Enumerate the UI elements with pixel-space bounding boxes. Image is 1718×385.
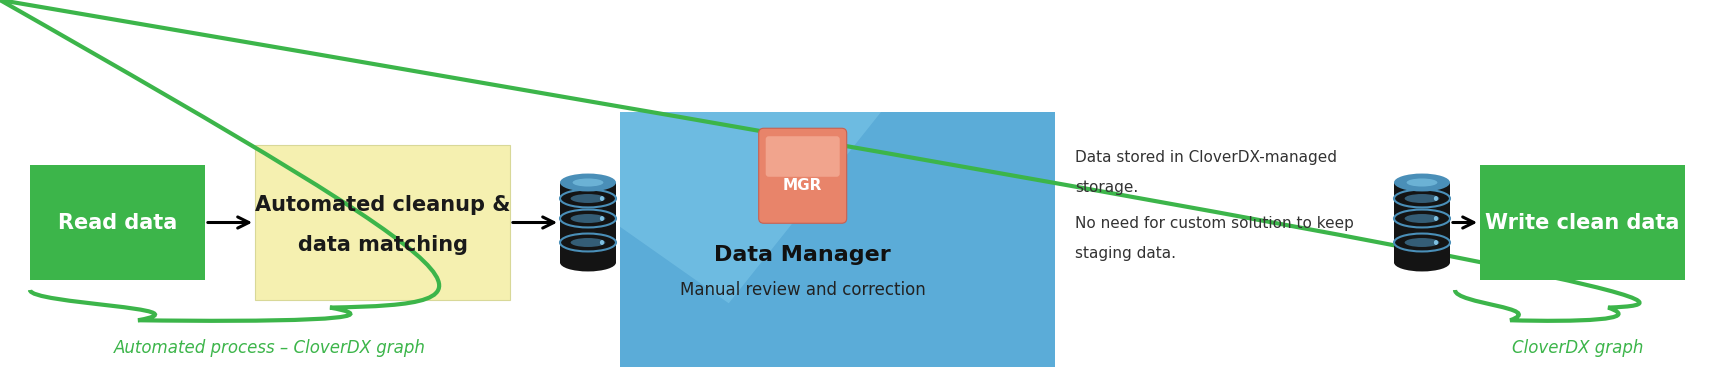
- Ellipse shape: [1435, 216, 1438, 221]
- Ellipse shape: [560, 254, 617, 271]
- Ellipse shape: [1405, 238, 1440, 247]
- Text: staging data.: staging data.: [1075, 246, 1177, 261]
- Ellipse shape: [600, 196, 605, 201]
- FancyBboxPatch shape: [29, 165, 204, 280]
- Ellipse shape: [570, 214, 605, 223]
- Text: MGR: MGR: [783, 178, 823, 193]
- Ellipse shape: [1393, 174, 1450, 191]
- Text: data matching: data matching: [297, 234, 467, 254]
- Text: Manual review and correction: Manual review and correction: [680, 281, 926, 299]
- Text: Write clean data: Write clean data: [1486, 213, 1680, 233]
- Bar: [560, 182, 617, 263]
- Text: storage.: storage.: [1075, 180, 1139, 195]
- FancyBboxPatch shape: [1479, 165, 1685, 280]
- Ellipse shape: [600, 216, 605, 221]
- Ellipse shape: [570, 238, 605, 247]
- Ellipse shape: [1407, 179, 1438, 186]
- Ellipse shape: [560, 209, 617, 228]
- Ellipse shape: [572, 179, 603, 186]
- Polygon shape: [620, 112, 881, 303]
- Ellipse shape: [1393, 254, 1450, 271]
- Text: No need for custom solution to keep: No need for custom solution to keep: [1075, 216, 1354, 231]
- Text: Automated process – CloverDX graph: Automated process – CloverDX graph: [113, 339, 426, 357]
- Ellipse shape: [560, 189, 617, 208]
- Ellipse shape: [600, 240, 605, 245]
- Ellipse shape: [1393, 234, 1450, 251]
- Ellipse shape: [1405, 214, 1440, 223]
- Ellipse shape: [1393, 189, 1450, 208]
- Text: Data Manager: Data Manager: [715, 245, 892, 265]
- Ellipse shape: [560, 234, 617, 251]
- Ellipse shape: [570, 194, 605, 203]
- Ellipse shape: [1435, 196, 1438, 201]
- FancyBboxPatch shape: [254, 145, 510, 300]
- FancyBboxPatch shape: [759, 128, 847, 223]
- Ellipse shape: [1393, 209, 1450, 228]
- Text: CloverDX graph: CloverDX graph: [1512, 339, 1642, 357]
- FancyBboxPatch shape: [766, 136, 840, 177]
- Ellipse shape: [560, 174, 617, 191]
- Ellipse shape: [1435, 240, 1438, 245]
- Text: Automated cleanup &: Automated cleanup &: [254, 194, 510, 214]
- Bar: [1393, 182, 1450, 263]
- Text: Read data: Read data: [58, 213, 177, 233]
- Text: Data stored in CloverDX-managed: Data stored in CloverDX-managed: [1075, 150, 1337, 165]
- Ellipse shape: [1405, 194, 1440, 203]
- FancyBboxPatch shape: [620, 112, 1055, 367]
